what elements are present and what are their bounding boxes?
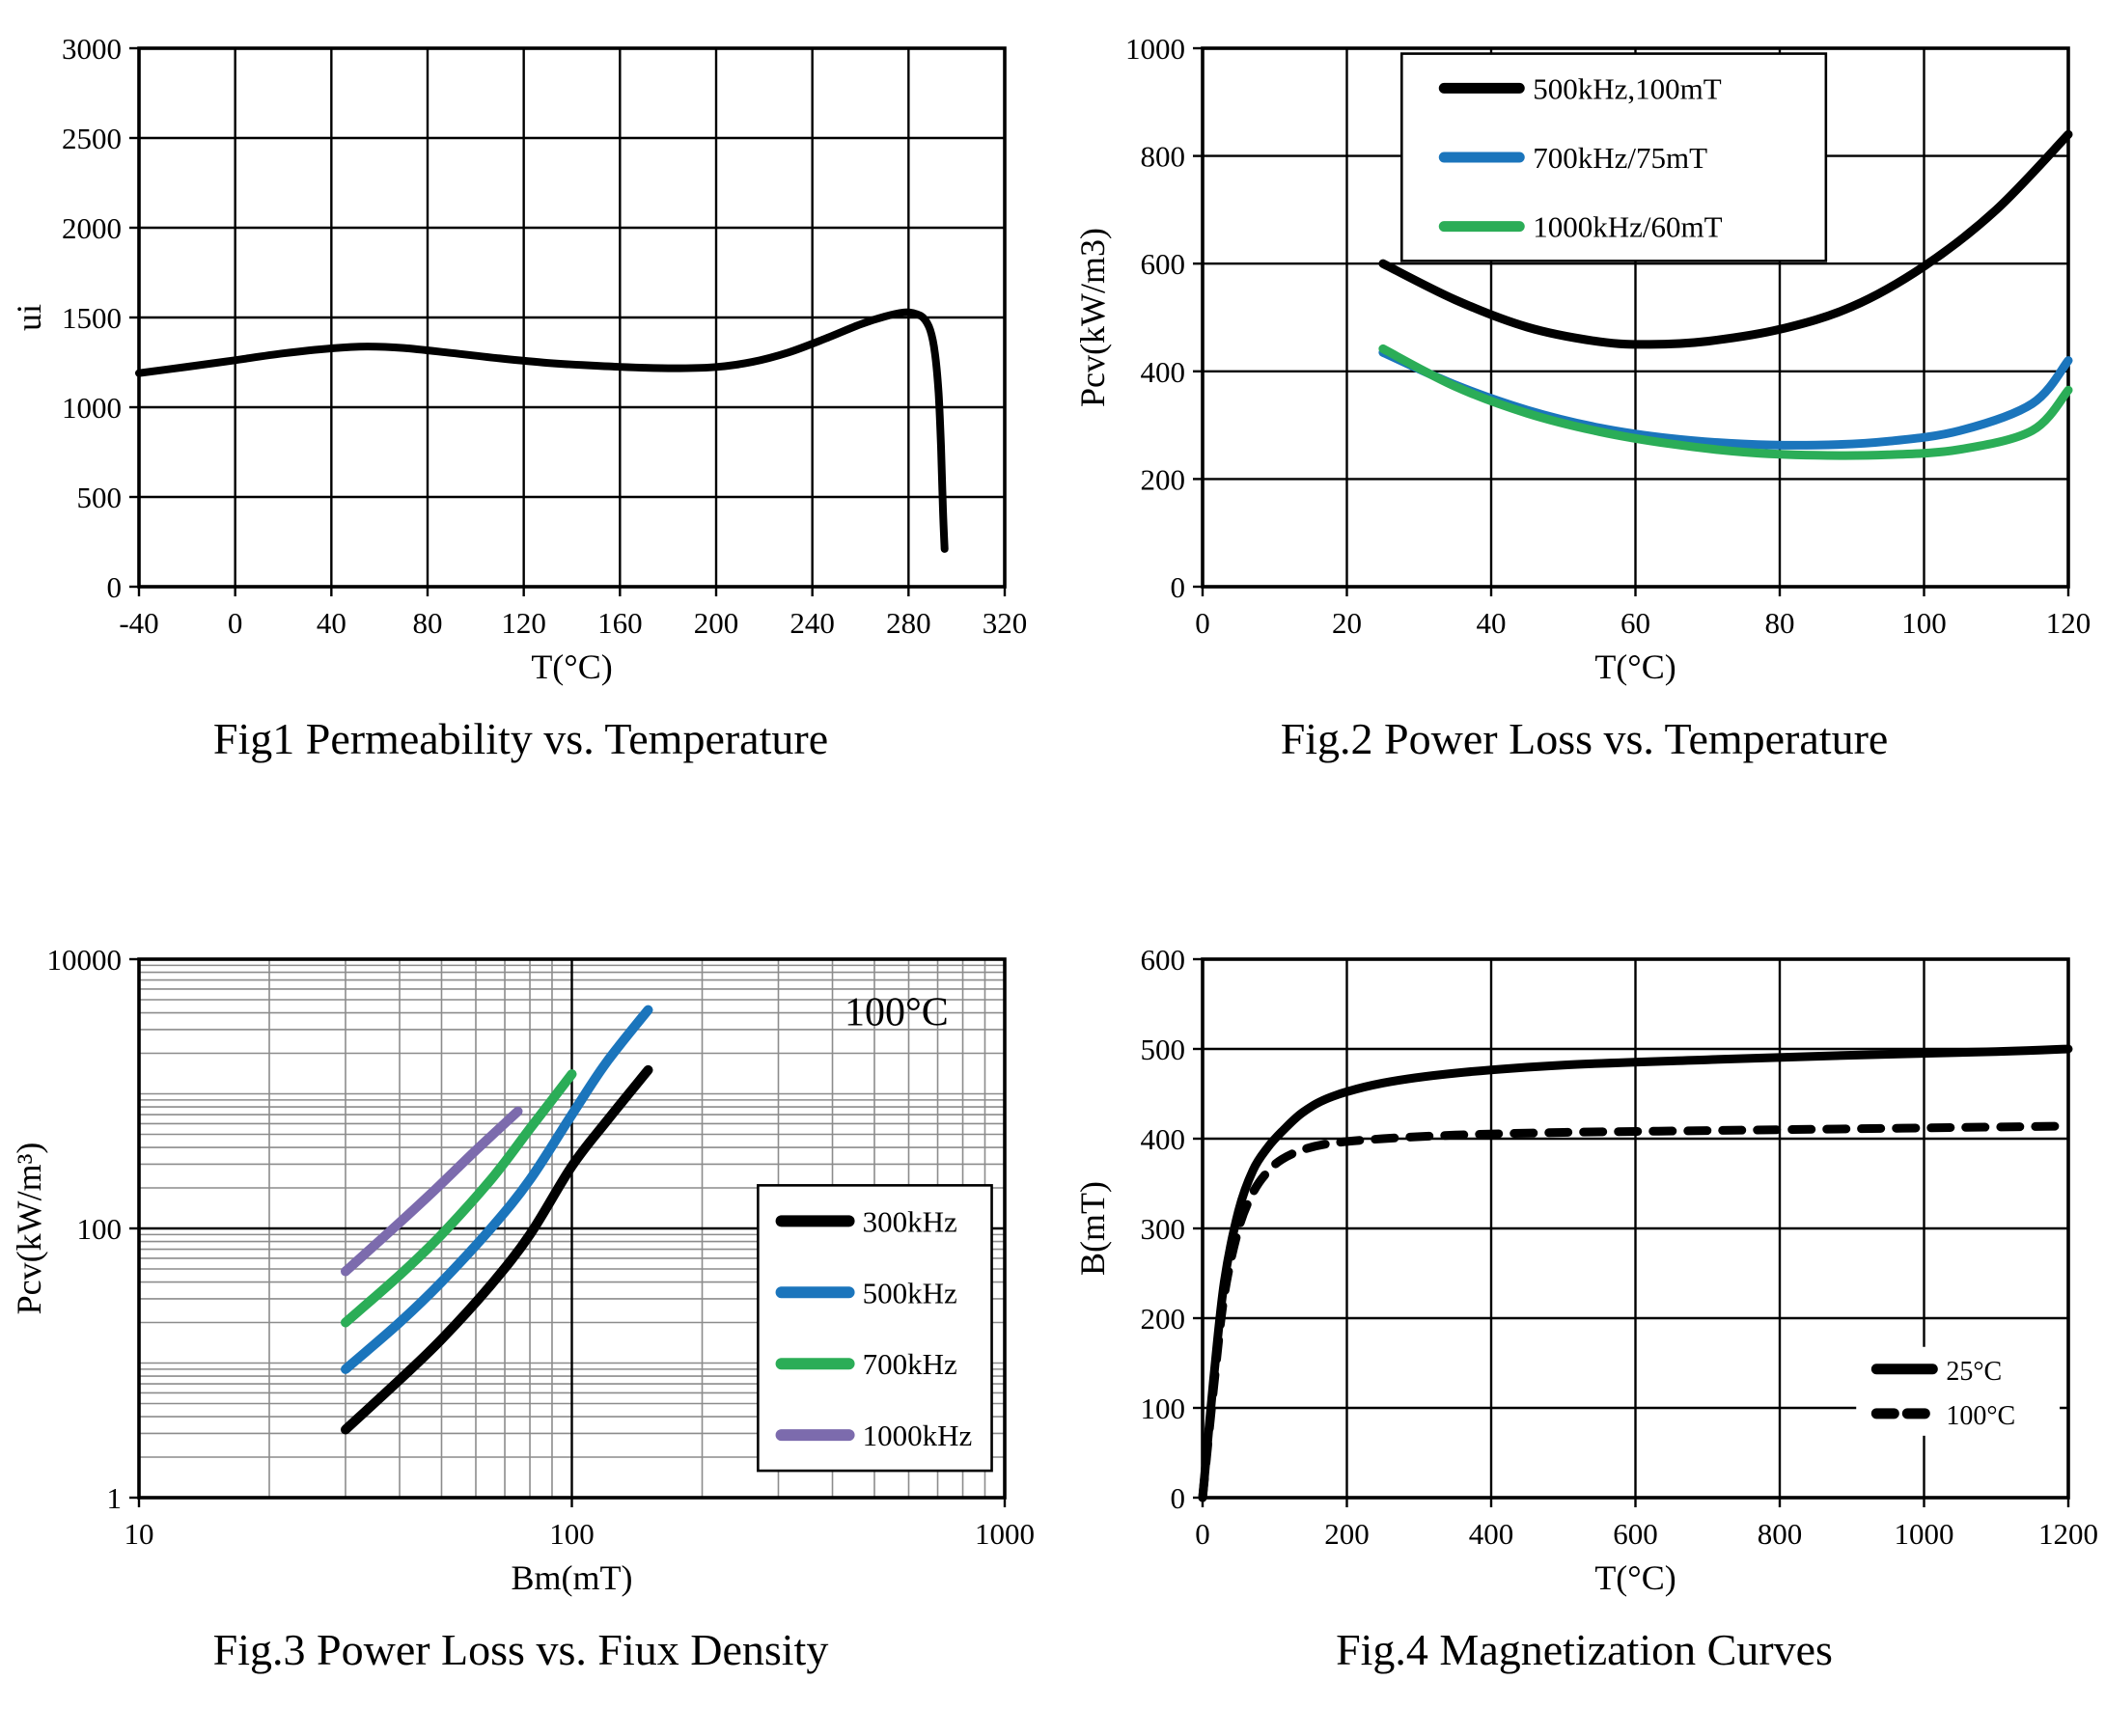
svg-text:40: 40 — [1477, 606, 1507, 640]
svg-text:Pcv(kW/m³): Pcv(kW/m³) — [10, 1143, 48, 1315]
svg-text:700kHz: 700kHz — [863, 1347, 957, 1381]
svg-text:600: 600 — [1141, 247, 1186, 281]
svg-text:240: 240 — [789, 606, 835, 640]
svg-text:25°C: 25°C — [1946, 1357, 2002, 1387]
svg-text:1200: 1200 — [2038, 1517, 2098, 1551]
svg-text:0: 0 — [1171, 570, 1186, 604]
svg-text:10: 10 — [125, 1517, 154, 1551]
svg-text:120: 120 — [501, 606, 546, 640]
svg-text:1000: 1000 — [62, 391, 122, 425]
svg-text:600: 600 — [1613, 1517, 1658, 1551]
fig1-caption: Fig1 Permeability vs. Temperature — [212, 714, 829, 763]
fig4-panel: 0 200 400 600 800 1000 1200 0 100 200 300 400 500 600… — [1066, 928, 2103, 1675]
svg-text:3000: 3000 — [62, 32, 122, 66]
svg-text:T(°C): T(°C) — [531, 648, 612, 686]
svg-text:0: 0 — [228, 606, 243, 640]
fig1-panel: -40 0 40 80 120 160 200 240 280 320 0 500 1000 1500 20… — [2, 17, 1039, 764]
svg-text:20: 20 — [1332, 606, 1362, 640]
svg-text:0: 0 — [1195, 606, 1210, 640]
svg-text:1000kHz/60mT: 1000kHz/60mT — [1533, 210, 1722, 244]
fig3-caption: Fig.3 Power Loss vs. Fiux Density — [212, 1625, 829, 1674]
svg-text:2500: 2500 — [62, 122, 122, 155]
fig4-caption: Fig.4 Magnetization Curves — [1336, 1625, 1833, 1674]
svg-text:600: 600 — [1141, 943, 1186, 977]
svg-text:400: 400 — [1469, 1517, 1514, 1551]
fig3-panel: 10 100 1000 1 100 10000 Bm(mT) Pcv(kW/m³) 100°C 3… — [2, 928, 1039, 1675]
svg-text:800: 800 — [1758, 1517, 1803, 1551]
svg-text:120: 120 — [2046, 606, 2091, 640]
svg-text:1000kHz: 1000kHz — [863, 1419, 973, 1452]
svg-text:40: 40 — [317, 606, 346, 640]
svg-text:100: 100 — [1141, 1392, 1186, 1425]
svg-text:80: 80 — [1765, 606, 1795, 640]
svg-text:2000: 2000 — [62, 211, 122, 245]
svg-text:10000: 10000 — [47, 943, 123, 977]
svg-text:100: 100 — [77, 1212, 123, 1246]
svg-text:200: 200 — [1141, 462, 1186, 496]
svg-text:1: 1 — [107, 1481, 123, 1515]
svg-text:500: 500 — [77, 481, 123, 514]
fig2-power-loss-temperature-chart: 0 20 40 60 80 100 120 0 200 400 600 800 1000 T(°C) Pcv… — [1073, 32, 2091, 686]
svg-text:T(°C): T(°C) — [1594, 1558, 1676, 1597]
fig2-panel: 0 20 40 60 80 100 120 0 200 400 600 800 1000 T(°C) Pcv… — [1066, 17, 2103, 764]
svg-text:ui: ui — [10, 304, 48, 331]
svg-text:500kHz: 500kHz — [863, 1276, 957, 1309]
svg-text:T(°C): T(°C) — [1594, 648, 1676, 686]
svg-text:1000: 1000 — [975, 1517, 1035, 1551]
svg-text:1000: 1000 — [1895, 1517, 1954, 1551]
svg-text:400: 400 — [1141, 355, 1186, 389]
fig2-caption: Fig.2 Power Loss vs. Temperature — [1280, 714, 1889, 763]
svg-text:100°C: 100°C — [1946, 1401, 2015, 1431]
svg-text:280: 280 — [886, 606, 931, 640]
svg-text:320: 320 — [983, 606, 1028, 640]
fig1-permeability-chart: -40 0 40 80 120 160 200 240 280 32005001000150020… — [10, 32, 1028, 686]
svg-text:Pcv(kW/m3): Pcv(kW/m3) — [1073, 228, 1112, 407]
svg-text:1000: 1000 — [1125, 32, 1185, 66]
svg-text:Bm(mT): Bm(mT) — [512, 1558, 633, 1597]
svg-text:0: 0 — [107, 570, 123, 604]
svg-text:200: 200 — [1141, 1302, 1186, 1336]
svg-text:100: 100 — [549, 1517, 595, 1551]
svg-text:500: 500 — [1141, 1033, 1186, 1066]
svg-text:160: 160 — [597, 606, 643, 640]
svg-text:500kHz,100mT: 500kHz,100mT — [1533, 71, 1722, 105]
svg-text:300kHz: 300kHz — [863, 1204, 957, 1238]
svg-text:0: 0 — [1195, 1517, 1210, 1551]
svg-text:B(mT): B(mT) — [1073, 1181, 1112, 1276]
fig4-magnetization-chart: 0 200 400 600 800 1000 1200 0 100 200 300 400 500 600… — [1073, 943, 2098, 1597]
svg-text:80: 80 — [413, 606, 443, 640]
svg-text:60: 60 — [1620, 606, 1650, 640]
svg-text:-40: -40 — [119, 606, 158, 640]
svg-text:1500: 1500 — [62, 301, 122, 335]
svg-text:0: 0 — [1171, 1481, 1186, 1515]
svg-text:400: 400 — [1141, 1122, 1186, 1156]
svg-text:200: 200 — [694, 606, 739, 640]
svg-text:100°C: 100°C — [845, 990, 949, 1034]
svg-text:200: 200 — [1324, 1517, 1370, 1551]
svg-text:700kHz/75mT: 700kHz/75mT — [1533, 141, 1707, 175]
svg-text:300: 300 — [1141, 1212, 1186, 1246]
svg-text:800: 800 — [1141, 140, 1186, 174]
fig3-power-loss-flux-density-chart: 10 100 1000 1 100 10000 Bm(mT) Pcv(kW/m³) 100°C 3… — [10, 943, 1035, 1597]
svg-text:100: 100 — [1901, 606, 1947, 640]
